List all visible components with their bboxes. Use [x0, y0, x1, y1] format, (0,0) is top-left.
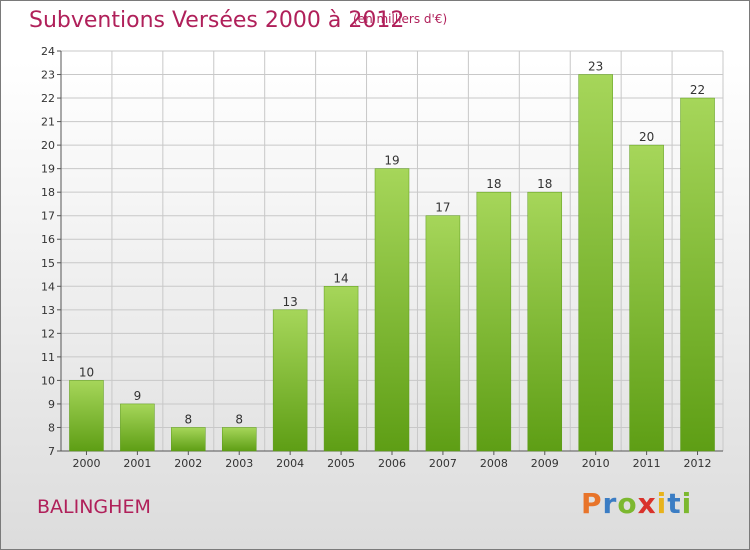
- logo-letter: i: [681, 487, 693, 520]
- data-labels: 10 9 8 8 13 14 19 17 18 18 23 20 22: [79, 60, 705, 427]
- y-tick-label: 7: [48, 445, 55, 458]
- y-tick-label: 17: [41, 210, 55, 223]
- bar: [221, 427, 257, 452]
- y-tick-label: 11: [41, 351, 55, 364]
- logo-letter: t: [667, 487, 682, 520]
- bar: [323, 286, 359, 452]
- logo-letter: o: [617, 487, 638, 520]
- bar: [578, 74, 613, 452]
- y-tick-label: 23: [41, 69, 55, 82]
- x-tick-label: 2004: [276, 457, 304, 470]
- y-tick-label: 9: [48, 398, 55, 411]
- bar: [69, 380, 104, 452]
- y-tick-label: 18: [41, 186, 55, 199]
- x-tick-label: 2005: [327, 457, 355, 470]
- bar-value-label: 18: [537, 177, 552, 191]
- x-tick-label: 2012: [684, 457, 712, 470]
- bar-value-label: 22: [690, 83, 705, 97]
- y-tick-label: 12: [41, 327, 55, 340]
- bar-value-label: 10: [79, 365, 94, 379]
- y-tick-label: 19: [41, 163, 55, 176]
- y-tick-label: 15: [41, 257, 55, 270]
- x-tick-label: 2008: [480, 457, 508, 470]
- bar: [527, 191, 563, 452]
- place-name: BALINGHEM: [37, 496, 151, 518]
- logo-letter: P: [581, 487, 603, 520]
- x-tick-label: 2001: [123, 457, 151, 470]
- bar: [171, 427, 206, 452]
- x-tick-label: 2000: [72, 457, 100, 470]
- y-tick-label: 8: [48, 421, 55, 434]
- logo-letter: x: [637, 487, 657, 520]
- logo-letter: r: [602, 487, 618, 520]
- y-tick-label: 13: [41, 304, 55, 317]
- x-tick-label: 2011: [633, 457, 661, 470]
- bar-value-label: 18: [486, 177, 501, 191]
- bar-value-label: 23: [588, 60, 603, 74]
- y-tick-label: 21: [41, 116, 55, 129]
- y-tick-label: 22: [41, 92, 55, 105]
- bar-value-label: 8: [184, 412, 192, 426]
- x-tick-label: 2002: [174, 457, 202, 470]
- bar-value-label: 8: [235, 412, 243, 426]
- y-tick-label: 20: [41, 139, 55, 152]
- bar-value-label: 14: [333, 271, 348, 285]
- x-tick-label: 2006: [378, 457, 406, 470]
- x-tick-label: 2010: [582, 457, 610, 470]
- bar: [374, 168, 410, 452]
- y-tick-label: 24: [41, 45, 55, 58]
- x-tick-label: 2003: [225, 457, 253, 470]
- x-tick-label: 2009: [531, 457, 559, 470]
- chart-title: Subventions Versées 2000 à 2012: [29, 8, 405, 33]
- bar: [425, 215, 461, 452]
- bar: [680, 97, 715, 452]
- bar-value-label: 13: [283, 295, 298, 309]
- y-tick-label: 14: [41, 280, 55, 293]
- x-tick-label: 2007: [429, 457, 457, 470]
- bar-value-label: 9: [134, 389, 142, 403]
- tick-labels: 7 8 9 10 11 12 13 14 15 16 17 18 19 20 21 22 23 24 2000 200…: [41, 45, 712, 470]
- bar: [629, 144, 664, 452]
- bars: [69, 74, 715, 452]
- bar: [476, 191, 512, 452]
- bar-value-label: 17: [435, 201, 450, 215]
- proxiti-logo[interactable]: Proxiti: [581, 487, 692, 520]
- y-tick-label: 10: [41, 374, 55, 387]
- bar: [272, 309, 308, 452]
- logo-letter: i: [656, 487, 668, 520]
- bar: [120, 403, 155, 452]
- y-tick-label: 16: [41, 233, 55, 246]
- chart-subtitle: (en milliers d'€): [353, 12, 448, 26]
- bar-value-label: 19: [384, 154, 399, 168]
- bar-value-label: 20: [639, 130, 654, 144]
